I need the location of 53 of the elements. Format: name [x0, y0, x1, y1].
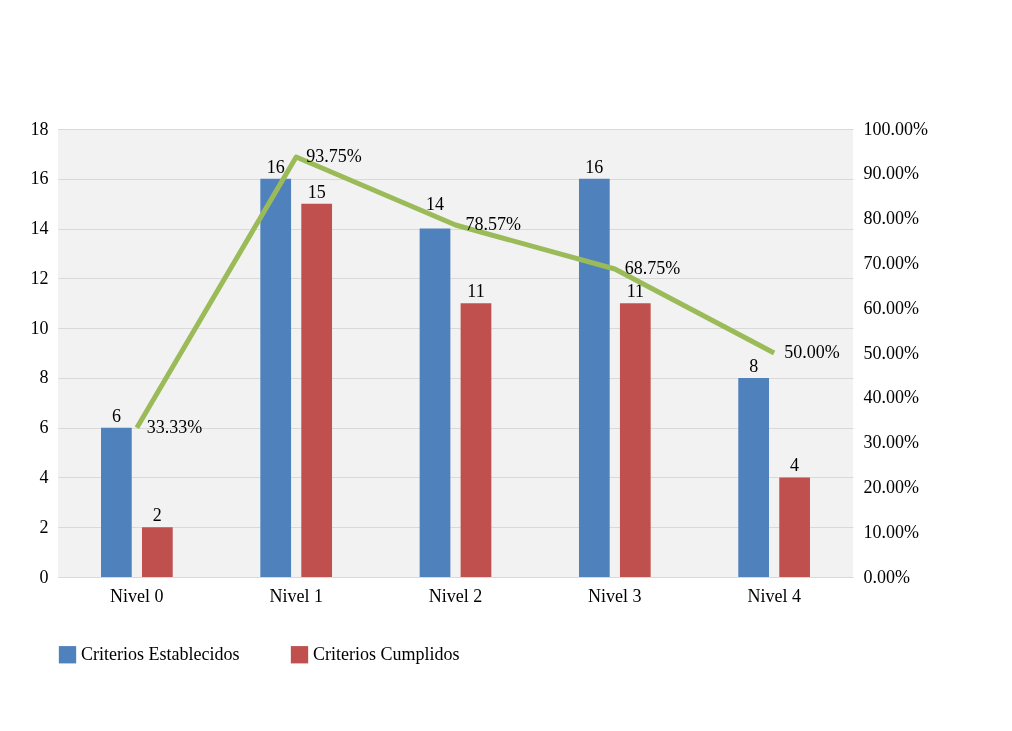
data-label: 2: [152, 505, 162, 526]
y-tick-label: 6: [39, 417, 49, 438]
y2-tick-label: 60.00%: [863, 297, 919, 318]
data-label: 16: [585, 156, 604, 177]
data-label: 15: [307, 181, 326, 202]
y2-tick-label: 40.00%: [863, 387, 919, 408]
data-label: 33.33%: [146, 416, 203, 437]
y2-tick-label: 100.00%: [863, 118, 928, 139]
bar: [460, 303, 492, 577]
x-tick-label: Nivel 0: [110, 585, 164, 606]
bar: [419, 228, 451, 577]
data-label: 8: [749, 355, 759, 376]
y-tick-label: 8: [39, 367, 49, 388]
legend-label: Criterios Establecidos: [81, 643, 240, 664]
bar: [101, 427, 132, 577]
data-label: 4: [790, 455, 800, 476]
bar: [301, 203, 333, 577]
x-tick-label: Nivel 2: [428, 585, 483, 606]
y2-tick-label: 90.00%: [863, 163, 919, 184]
y-tick-label: 2: [39, 516, 49, 537]
data-label: 11: [467, 281, 485, 302]
y-tick-label: 12: [30, 267, 49, 288]
y-tick-label: 4: [39, 466, 49, 487]
y-tick-label: 0: [39, 566, 49, 587]
bar: [141, 527, 173, 577]
data-label: 68.75%: [624, 258, 681, 278]
y2-tick-label: 30.00%: [863, 432, 919, 453]
bar: [779, 477, 810, 577]
y2-tick-label: 10.00%: [863, 521, 919, 542]
y-tick-label: 10: [30, 317, 49, 338]
y-tick-label: 14: [30, 218, 49, 239]
bar: [578, 178, 610, 577]
x-tick-label: Nivel 1: [269, 585, 323, 606]
data-label: 14: [426, 194, 445, 215]
data-label: 16: [266, 156, 285, 177]
bar: [738, 377, 770, 577]
bar: [260, 178, 292, 577]
data-label: 6: [111, 405, 121, 426]
bar: [619, 303, 651, 577]
y-tick-label: 16: [30, 168, 49, 189]
data-label: 93.75%: [306, 146, 362, 166]
x-tick-label: Nivel 4: [747, 585, 801, 606]
data-label: 78.57%: [465, 214, 521, 235]
y-tick-label: 18: [30, 118, 49, 139]
y2-tick-label: 80.00%: [863, 208, 919, 229]
legend-label: Criterios Cumplidos: [313, 643, 460, 664]
x-tick-label: Nivel 3: [588, 585, 642, 606]
y2-tick-label: 0.00%: [863, 566, 910, 587]
y2-tick-label: 50.00%: [863, 342, 919, 363]
data-label: 11: [626, 281, 644, 302]
y2-tick-label: 70.00%: [863, 252, 919, 273]
y2-tick-label: 20.00%: [863, 476, 919, 497]
data-label: 50.00%: [784, 342, 840, 362]
